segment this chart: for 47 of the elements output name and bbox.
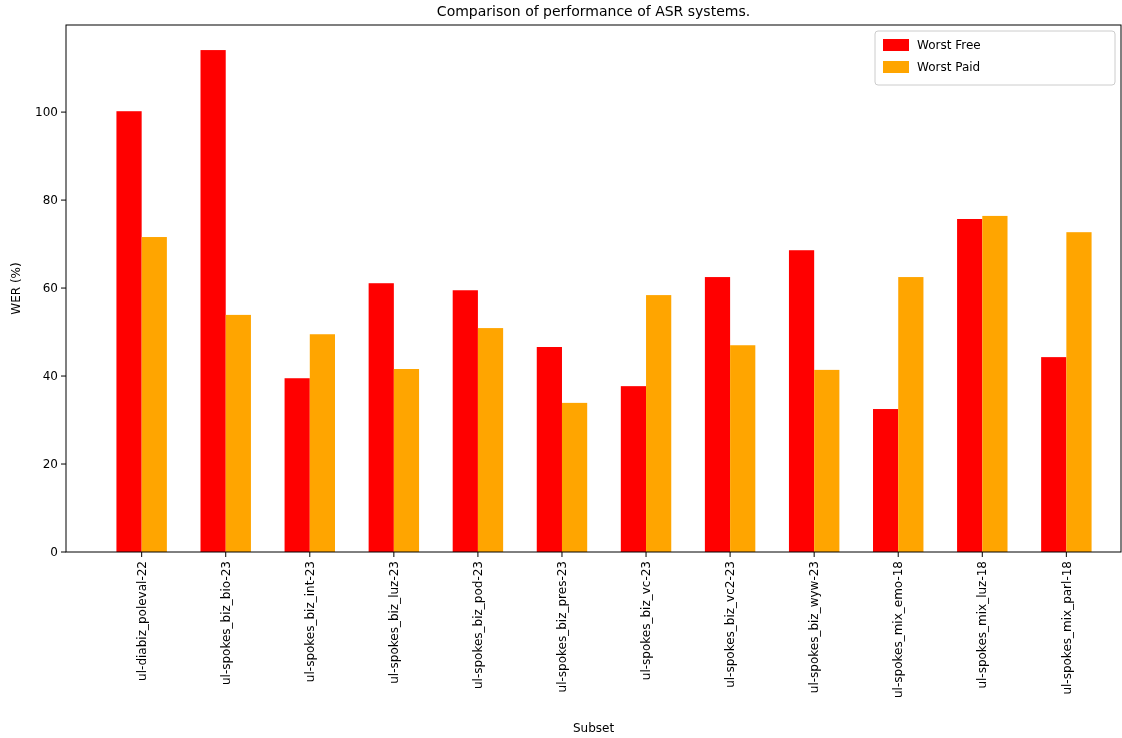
x-axis-title: Subset [572,721,615,735]
bar [814,369,840,552]
bar [1041,357,1067,552]
bar [730,345,756,552]
bar [452,290,478,552]
bar [477,328,504,552]
bar [393,369,420,552]
x-tick-label: ul-spokes_biz_pod-23 [471,561,486,690]
bar [561,402,588,552]
bar [141,237,167,552]
bar [898,277,924,552]
x-tick-label: ul-spokes_biz_wyw-23 [807,561,822,694]
x-tick-label: ul-spokes_biz_int-23 [302,561,317,683]
x-tick-label: ul-spokes_biz_bio-23 [218,561,233,686]
legend-label: Worst Free [917,38,981,53]
bar [284,378,310,552]
bar [957,219,983,552]
bar [225,314,251,552]
bar [116,111,142,552]
x-tick-label: ul-spokes_biz_pres-23 [555,561,570,693]
x-tick-label: ul-spokes_biz_vc2-23 [723,561,738,688]
x-tick-label: ul-spokes_mix_emo-18 [891,561,906,698]
bar [1066,232,1092,552]
x-tick-label: ul-spokes_mix_luz-18 [975,561,990,689]
bar [873,409,899,552]
chart-title: Comparison of performance of ASR systems. [436,3,751,19]
bar [536,347,562,552]
y-tick-label: 80 [42,193,58,208]
bar [982,215,1008,552]
bar [368,283,394,552]
y-tick-label: 40 [42,369,58,384]
bar [309,334,335,552]
x-tick-label: ul-diabiz_poleval-22 [134,561,149,681]
bar [646,295,672,552]
bar [788,250,815,552]
bar [200,50,226,552]
y-tick-label: 20 [42,457,58,472]
y-axis-title: WER (%) [9,262,23,315]
legend-label: Worst Paid [917,60,981,75]
x-tick-label: ul-spokes_mix_parl-18 [1059,561,1074,695]
x-tick-label: ul-spokes_biz_luz-23 [387,561,402,684]
bar [620,386,647,552]
y-tick-label: 100 [35,105,58,120]
x-tick-label: ul-spokes_biz_vc-23 [639,561,654,681]
y-tick-label: 0 [50,545,58,560]
bar [704,277,731,552]
y-tick-label: 60 [42,281,58,296]
